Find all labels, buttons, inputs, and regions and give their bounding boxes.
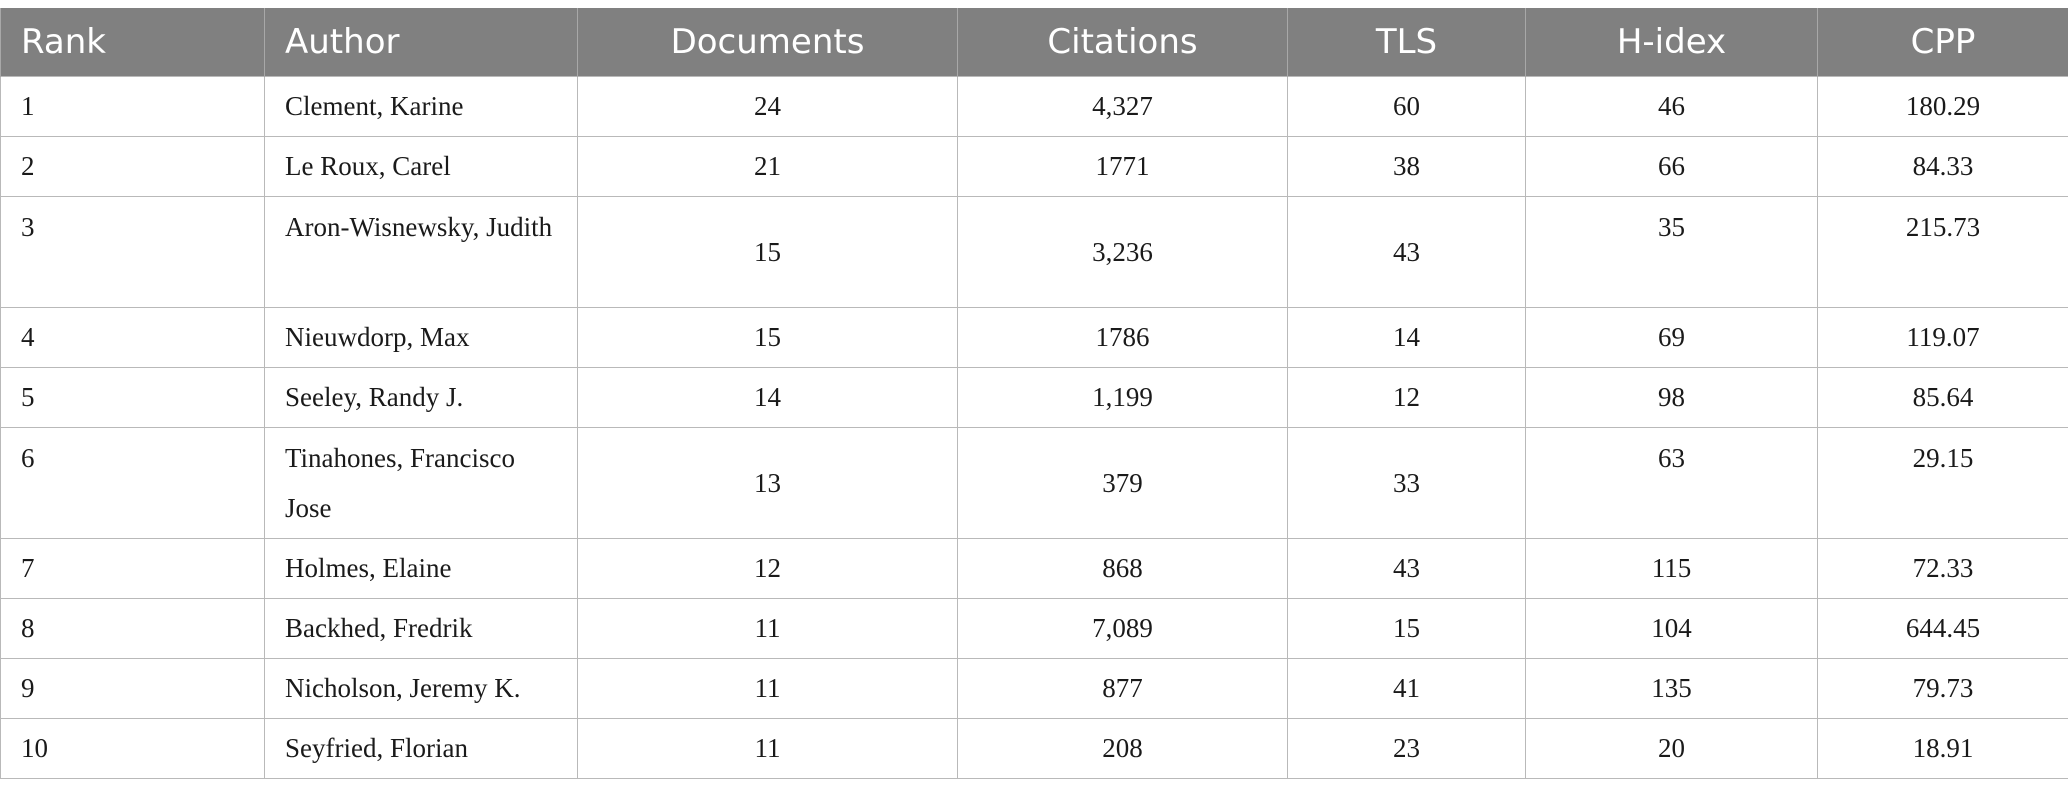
cell-documents: 11	[577, 597, 958, 659]
cell-rank: 10	[0, 717, 265, 779]
cell-documents: 15	[577, 306, 958, 368]
header-cpp: CPP	[1817, 8, 2068, 76]
cell-citations: 7,089	[957, 597, 1288, 659]
table-row: 10 Seyfried, Florian 11 208 23 20 18.91	[0, 717, 2068, 779]
cell-citations: 208	[957, 717, 1288, 779]
cell-citations: 4,327	[957, 75, 1288, 137]
cell-cpp: 85.64	[1817, 366, 2068, 428]
cell-citations: 1771	[957, 135, 1288, 197]
cell-cpp: 79.73	[1817, 657, 2068, 719]
cell-hindex: 115	[1525, 537, 1818, 599]
cell-author: Seyfried, Florian	[264, 717, 578, 779]
table-header-row: Rank Author Documents Citations TLS H-id…	[0, 8, 2068, 76]
header-author: Author	[264, 8, 578, 76]
cell-rank: 3	[0, 195, 265, 308]
cell-author: Holmes, Elaine	[264, 537, 578, 599]
cell-tls: 33	[1287, 426, 1526, 539]
cell-tls: 60	[1287, 75, 1526, 137]
cell-cpp: 29.15	[1817, 426, 2068, 539]
cell-documents: 13	[577, 426, 958, 539]
cell-cpp: 119.07	[1817, 306, 2068, 368]
cell-tls: 43	[1287, 195, 1526, 308]
cell-hindex: 69	[1525, 306, 1818, 368]
cell-author: Seeley, Randy J.	[264, 366, 578, 428]
cell-author: Aron-Wisnewsky, Judith	[264, 195, 578, 308]
cell-author: Nicholson, Jeremy K.	[264, 657, 578, 719]
cell-rank: 9	[0, 657, 265, 719]
cell-tls: 41	[1287, 657, 1526, 719]
cell-tls: 14	[1287, 306, 1526, 368]
header-rank: Rank	[0, 8, 265, 76]
cell-tls: 15	[1287, 597, 1526, 659]
header-documents: Documents	[577, 8, 958, 76]
table-row: 9 Nicholson, Jeremy K. 11 877 41 135 79.…	[0, 657, 2068, 719]
cell-cpp: 215.73	[1817, 195, 2068, 308]
cell-hindex: 98	[1525, 366, 1818, 428]
cell-hindex: 104	[1525, 597, 1818, 659]
cell-rank: 5	[0, 366, 265, 428]
table-row: 2 Le Roux, Carel 21 1771 38 66 84.33	[0, 135, 2068, 197]
cell-citations: 868	[957, 537, 1288, 599]
table-row: 3 Aron-Wisnewsky, Judith 15 3,236 43 35 …	[0, 195, 2068, 308]
cell-documents: 24	[577, 75, 958, 137]
cell-author: Nieuwdorp, Max	[264, 306, 578, 368]
cell-documents: 11	[577, 657, 958, 719]
cell-citations: 1,199	[957, 366, 1288, 428]
cell-hindex: 63	[1525, 426, 1818, 539]
cell-hindex: 66	[1525, 135, 1818, 197]
cell-citations: 877	[957, 657, 1288, 719]
cell-cpp: 180.29	[1817, 75, 2068, 137]
cell-rank: 7	[0, 537, 265, 599]
cell-rank: 6	[0, 426, 265, 539]
cell-citations: 379	[957, 426, 1288, 539]
author-ranking-table-container: Rank Author Documents Citations TLS H-id…	[0, 8, 2068, 779]
cell-tls: 43	[1287, 537, 1526, 599]
cell-citations: 3,236	[957, 195, 1288, 308]
cell-rank: 1	[0, 75, 265, 137]
cell-documents: 21	[577, 135, 958, 197]
cell-cpp: 18.91	[1817, 717, 2068, 779]
cell-documents: 12	[577, 537, 958, 599]
cell-hindex: 20	[1525, 717, 1818, 779]
table-row: 8 Backhed, Fredrik 11 7,089 15 104 644.4…	[0, 597, 2068, 659]
author-ranking-table: Rank Author Documents Citations TLS H-id…	[0, 8, 2068, 779]
table-row: 7 Holmes, Elaine 12 868 43 115 72.33	[0, 537, 2068, 599]
cell-hindex: 46	[1525, 75, 1818, 137]
table-row: 1 Clement, Karine 24 4,327 60 46 180.29	[0, 75, 2068, 137]
cell-author: Backhed, Fredrik	[264, 597, 578, 659]
cell-cpp: 72.33	[1817, 537, 2068, 599]
cell-tls: 23	[1287, 717, 1526, 779]
cell-rank: 8	[0, 597, 265, 659]
cell-cpp: 84.33	[1817, 135, 2068, 197]
cell-hindex: 35	[1525, 195, 1818, 308]
cell-author: Le Roux, Carel	[264, 135, 578, 197]
header-hindex: H-idex	[1525, 8, 1818, 76]
header-citations: Citations	[957, 8, 1288, 76]
table-row: 4 Nieuwdorp, Max 15 1786 14 69 119.07	[0, 306, 2068, 368]
header-tls: TLS	[1287, 8, 1526, 76]
cell-hindex: 135	[1525, 657, 1818, 719]
cell-cpp: 644.45	[1817, 597, 2068, 659]
table-row: 6 Tinahones, Francisco Jose 13 379 33 63…	[0, 426, 2068, 539]
cell-citations: 1786	[957, 306, 1288, 368]
cell-author: Tinahones, Francisco Jose	[264, 426, 578, 539]
cell-rank: 2	[0, 135, 265, 197]
table-row: 5 Seeley, Randy J. 14 1,199 12 98 85.64	[0, 366, 2068, 428]
cell-documents: 11	[577, 717, 958, 779]
cell-tls: 38	[1287, 135, 1526, 197]
cell-rank: 4	[0, 306, 265, 368]
cell-documents: 15	[577, 195, 958, 308]
cell-tls: 12	[1287, 366, 1526, 428]
cell-documents: 14	[577, 366, 958, 428]
cell-author: Clement, Karine	[264, 75, 578, 137]
